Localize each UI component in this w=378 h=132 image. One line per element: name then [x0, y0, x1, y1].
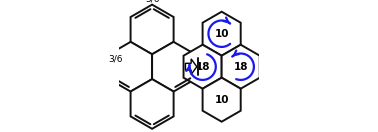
Polygon shape [152, 42, 195, 92]
Text: 3/6: 3/6 [108, 55, 123, 64]
Text: 10: 10 [214, 29, 229, 39]
Polygon shape [186, 59, 197, 75]
Text: 5/6: 5/6 [145, 0, 160, 3]
Polygon shape [222, 45, 260, 89]
Polygon shape [130, 79, 174, 129]
Polygon shape [130, 5, 174, 54]
Text: 18: 18 [195, 62, 210, 72]
Polygon shape [109, 42, 152, 92]
Polygon shape [203, 78, 241, 122]
Polygon shape [203, 12, 241, 56]
Text: 10: 10 [214, 95, 229, 105]
Polygon shape [184, 45, 222, 89]
Text: 18: 18 [234, 62, 248, 72]
